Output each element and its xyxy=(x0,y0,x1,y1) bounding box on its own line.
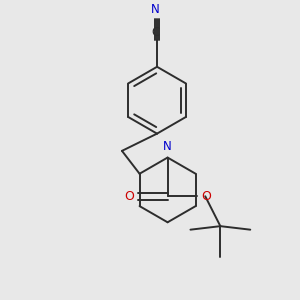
Text: N: N xyxy=(151,3,160,16)
Text: O: O xyxy=(201,190,211,203)
Text: O: O xyxy=(124,190,134,203)
Text: C: C xyxy=(151,26,159,39)
Text: N: N xyxy=(163,140,172,153)
